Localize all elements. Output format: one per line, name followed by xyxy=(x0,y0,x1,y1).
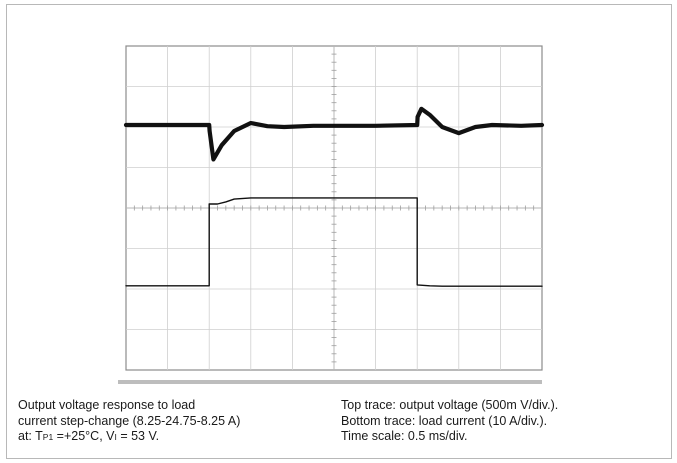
caption-right-line-2: Bottom trace: load current (10 A/div.). xyxy=(341,413,548,428)
caption-right-line-1: Top trace: output voltage (500m V/div.). xyxy=(341,398,559,412)
scope-grid xyxy=(125,45,543,371)
scope-traces xyxy=(123,106,545,287)
figure-frame xyxy=(6,4,672,459)
caption-left-line-2: current step-change (8.25-24.75-8.25 A) xyxy=(18,413,241,428)
trace-output-voltage xyxy=(123,106,545,162)
oscilloscope-chart xyxy=(118,45,545,384)
caption-left-line-3: at: TP1 =+25°C, VI = 53 V. xyxy=(18,429,160,443)
caption-separator-bar xyxy=(118,380,542,384)
caption-left-line-1: Output voltage response to load xyxy=(18,398,196,412)
trace-load-current xyxy=(125,197,543,287)
caption-left: Output voltage response to load current … xyxy=(18,398,240,446)
caption-right: Top trace: output voltage (500m V/div.).… xyxy=(341,398,558,445)
caption-right-line-3: Time scale: 0.5 ms/div. xyxy=(341,429,468,443)
